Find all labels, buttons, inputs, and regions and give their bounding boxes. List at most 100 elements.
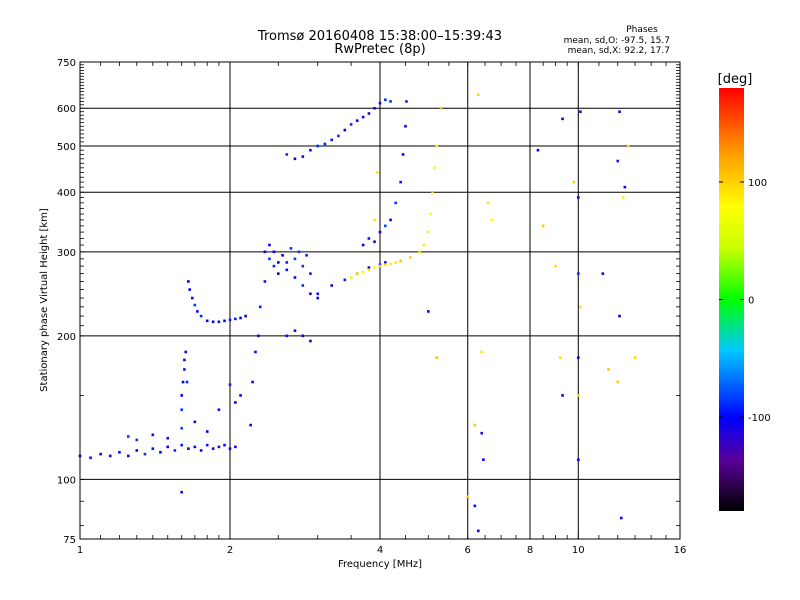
- data-point-o: [316, 292, 320, 296]
- data-point-x: [429, 212, 432, 216]
- data-point-o: [384, 261, 387, 264]
- data-point-o: [234, 317, 237, 321]
- data-point-o: [293, 276, 297, 279]
- data-point-o: [183, 368, 186, 371]
- data-point-o: [180, 408, 184, 412]
- data-point-o: [166, 445, 170, 449]
- data-point-o: [293, 257, 297, 261]
- data-point-o: [355, 119, 359, 122]
- data-point-o: [188, 288, 191, 291]
- data-point-o: [268, 257, 271, 261]
- colorbar: [719, 88, 744, 511]
- data-point-o: [228, 383, 232, 386]
- data-point-o: [126, 435, 130, 438]
- data-point-o: [217, 408, 221, 412]
- data-point-o: [576, 458, 580, 461]
- data-point-x: [558, 356, 562, 359]
- data-point-o: [576, 196, 580, 199]
- data-point-o: [239, 394, 242, 397]
- data-point-o: [193, 445, 197, 449]
- y-tick-label: 600: [57, 104, 76, 115]
- data-point-o: [263, 250, 267, 254]
- data-point-o: [185, 380, 189, 384]
- data-point-o: [187, 447, 190, 450]
- data-point-o: [405, 100, 408, 103]
- data-point-x: [576, 394, 580, 397]
- data-point-o: [378, 230, 382, 234]
- x-tick-label: 16: [674, 545, 687, 556]
- data-point-x: [373, 266, 376, 269]
- data-point-o: [244, 314, 247, 318]
- data-point-o: [254, 350, 257, 354]
- data-point-o: [228, 318, 232, 322]
- data-point-o: [135, 438, 139, 442]
- data-point-o: [143, 452, 147, 456]
- data-point-x: [541, 224, 545, 228]
- data-point-x: [633, 356, 637, 359]
- x-tick-label: 4: [377, 545, 383, 556]
- data-point-o: [173, 449, 177, 452]
- data-point-o: [426, 310, 430, 313]
- data-point-o: [234, 445, 237, 449]
- plot-frame: [79, 61, 681, 540]
- data-point-x: [480, 350, 484, 354]
- data-point-o: [361, 115, 365, 119]
- data-point-o: [126, 454, 130, 458]
- data-point-o: [330, 138, 334, 142]
- data-point-o: [263, 280, 267, 283]
- data-point-o: [404, 124, 407, 128]
- data-point-o: [309, 292, 312, 296]
- data-point-o: [89, 456, 92, 460]
- data-point-x: [394, 261, 397, 264]
- data-point-o: [180, 490, 184, 494]
- data-point-x: [466, 495, 470, 498]
- data-point-o: [620, 516, 623, 520]
- y-tick-label: 100: [57, 475, 76, 486]
- data-point-o: [305, 253, 308, 257]
- data-point-o: [337, 134, 340, 138]
- data-point-o: [301, 264, 305, 268]
- data-point-x: [378, 264, 382, 268]
- data-point-o: [389, 218, 392, 222]
- data-point-o: [480, 431, 484, 435]
- x-tick-label: 2: [227, 545, 233, 556]
- data-point-o: [205, 319, 209, 323]
- data-point-o: [184, 350, 188, 354]
- data-point-o: [151, 447, 155, 450]
- colorbar-ticks: 100 0 -100: [719, 178, 771, 424]
- data-point-o: [268, 243, 271, 247]
- data-point-o: [373, 106, 376, 110]
- data-point-o: [301, 284, 305, 287]
- data-point-x: [384, 263, 387, 266]
- data-point-o: [293, 157, 297, 161]
- data-point-o: [199, 449, 203, 452]
- data-point-o: [579, 110, 582, 114]
- data-point-o: [272, 250, 276, 254]
- data-point-o: [159, 450, 162, 454]
- x-tick-label: 6: [465, 545, 471, 556]
- data-point-o: [616, 159, 620, 163]
- data-point-x: [473, 423, 477, 427]
- data-point-x: [355, 272, 359, 275]
- data-point-o: [135, 449, 139, 452]
- data-point-o: [367, 237, 371, 240]
- data-point-x: [431, 190, 434, 194]
- data-point-x: [616, 380, 620, 384]
- data-point-o: [205, 443, 209, 447]
- data-point-o: [258, 305, 262, 309]
- data-point-o: [473, 504, 477, 508]
- data-point-o: [576, 356, 580, 359]
- data-point-o: [285, 261, 289, 264]
- data-point-o: [601, 272, 605, 275]
- colorbar-tick-label: 0: [748, 296, 754, 307]
- data-point-o: [205, 430, 209, 433]
- data-point-x: [433, 166, 436, 170]
- data-point-o: [276, 261, 280, 264]
- data-point-o: [309, 148, 312, 152]
- data-point-o: [166, 436, 170, 440]
- data-point-o: [211, 447, 215, 450]
- data-point-x: [554, 264, 557, 268]
- data-point-x: [607, 368, 610, 371]
- data-point-o: [482, 458, 485, 461]
- data-point-o: [477, 529, 480, 533]
